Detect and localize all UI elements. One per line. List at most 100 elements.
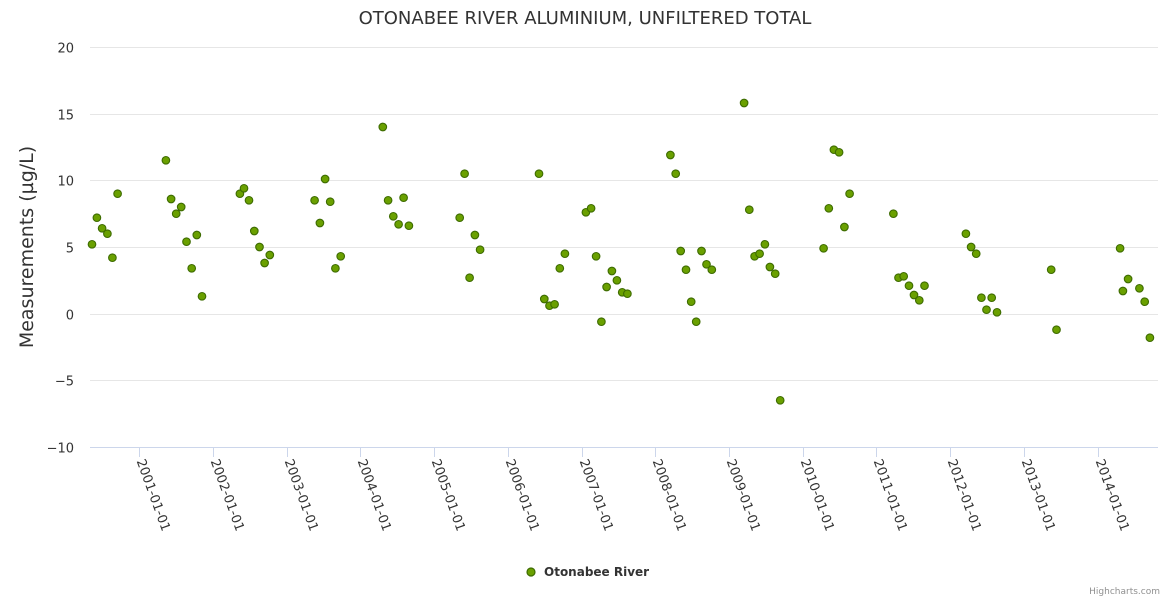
data-point[interactable] bbox=[591, 251, 601, 261]
data-point[interactable] bbox=[909, 290, 919, 300]
data-point[interactable] bbox=[197, 291, 207, 301]
data-point[interactable] bbox=[914, 295, 924, 305]
data-point[interactable] bbox=[602, 282, 611, 292]
data-point[interactable] bbox=[982, 305, 991, 315]
data-point[interactable] bbox=[550, 299, 559, 309]
chart-title: OTONABEE RIVER ALUMINIUM, UNFILTERED TOT… bbox=[359, 8, 812, 29]
data-point[interactable] bbox=[378, 122, 388, 132]
data-point[interactable] bbox=[336, 251, 346, 261]
data-point[interactable] bbox=[612, 275, 622, 285]
grid-lines bbox=[90, 47, 1158, 448]
data-point[interactable] bbox=[770, 269, 780, 279]
data-point[interactable] bbox=[260, 258, 269, 268]
data-point[interactable] bbox=[113, 189, 122, 199]
data-point[interactable] bbox=[1123, 274, 1133, 284]
data-point[interactable] bbox=[775, 395, 785, 405]
data-point[interactable] bbox=[1145, 333, 1155, 343]
data-point[interactable] bbox=[388, 211, 398, 221]
data-point[interactable] bbox=[992, 307, 1002, 317]
data-point[interactable] bbox=[394, 219, 403, 229]
data-point[interactable] bbox=[108, 253, 117, 263]
data-point[interactable] bbox=[187, 263, 197, 273]
data-point[interactable] bbox=[161, 155, 171, 165]
data-point[interactable] bbox=[765, 262, 775, 272]
data-point[interactable] bbox=[315, 218, 325, 228]
data-point[interactable] bbox=[681, 265, 691, 275]
data-point[interactable] bbox=[1115, 243, 1125, 253]
data-point[interactable] bbox=[255, 242, 264, 252]
data-point[interactable] bbox=[760, 239, 770, 249]
data-point[interactable] bbox=[244, 195, 254, 205]
data-point[interactable] bbox=[1135, 283, 1144, 293]
data-point[interactable] bbox=[399, 193, 408, 203]
data-point[interactable] bbox=[920, 281, 929, 291]
data-point[interactable] bbox=[840, 222, 849, 232]
data-point[interactable] bbox=[475, 245, 485, 255]
data-point[interactable] bbox=[97, 223, 107, 233]
data-point[interactable] bbox=[819, 243, 828, 253]
legend[interactable]: Otonabee River bbox=[526, 565, 649, 579]
chart-credit[interactable]: Highcharts.com bbox=[1089, 587, 1160, 597]
data-point[interactable] bbox=[744, 205, 754, 215]
data-point[interactable] bbox=[87, 239, 97, 249]
data-point[interactable] bbox=[310, 195, 319, 205]
data-point[interactable] bbox=[560, 249, 570, 259]
data-point[interactable] bbox=[182, 237, 191, 247]
data-point[interactable] bbox=[192, 230, 202, 240]
data-point[interactable] bbox=[325, 197, 335, 207]
data-point[interactable] bbox=[686, 297, 696, 307]
data-point[interactable] bbox=[966, 242, 976, 252]
data-point[interactable] bbox=[166, 194, 176, 204]
data-point[interactable] bbox=[470, 230, 480, 240]
data-point[interactable] bbox=[176, 202, 186, 212]
data-point[interactable] bbox=[249, 226, 259, 236]
data-point[interactable] bbox=[534, 169, 544, 179]
data-point[interactable] bbox=[103, 229, 112, 239]
data-point[interactable] bbox=[904, 281, 914, 291]
data-point[interactable] bbox=[539, 294, 549, 304]
data-point[interactable] bbox=[320, 174, 330, 184]
data-point[interactable] bbox=[845, 189, 854, 199]
data-point[interactable] bbox=[691, 317, 701, 327]
data-point[interactable] bbox=[623, 289, 632, 299]
data-point[interactable] bbox=[607, 266, 617, 276]
y-axis-label: Measurements (µg/L) bbox=[16, 146, 38, 348]
y-tick-label: −5 bbox=[55, 375, 74, 390]
data-point[interactable] bbox=[460, 169, 469, 179]
data-point[interactable] bbox=[977, 293, 986, 303]
data-point[interactable] bbox=[739, 98, 749, 108]
data-point[interactable] bbox=[889, 209, 898, 219]
data-point[interactable] bbox=[702, 259, 711, 269]
data-point[interactable] bbox=[899, 271, 909, 281]
data-point[interactable] bbox=[597, 317, 606, 327]
data-point[interactable] bbox=[92, 213, 102, 223]
data-point[interactable] bbox=[265, 250, 275, 260]
data-point[interactable] bbox=[971, 249, 981, 259]
data-point[interactable] bbox=[171, 209, 181, 219]
data-point[interactable] bbox=[1052, 325, 1061, 335]
legend-item-otonabee-river[interactable]: Otonabee River bbox=[544, 565, 649, 579]
data-point[interactable] bbox=[404, 221, 414, 231]
data-point[interactable] bbox=[666, 150, 675, 160]
data-point[interactable] bbox=[455, 213, 465, 223]
data-point[interactable] bbox=[1140, 297, 1150, 307]
data-point[interactable] bbox=[697, 246, 706, 256]
data-point[interactable] bbox=[555, 263, 565, 273]
data-point[interactable] bbox=[1118, 286, 1128, 296]
data-point[interactable] bbox=[961, 229, 971, 239]
data-point[interactable] bbox=[465, 273, 474, 283]
data-point[interactable] bbox=[987, 293, 997, 303]
data-point[interactable] bbox=[586, 203, 596, 213]
data-point[interactable] bbox=[676, 246, 686, 256]
data-point[interactable] bbox=[755, 249, 764, 259]
data-point[interactable] bbox=[1046, 265, 1056, 275]
data-point[interactable] bbox=[824, 203, 834, 213]
data-point[interactable] bbox=[239, 183, 249, 193]
data-point[interactable] bbox=[834, 147, 844, 157]
data-point[interactable] bbox=[707, 265, 717, 275]
data-point[interactable] bbox=[383, 195, 393, 205]
data-point[interactable] bbox=[671, 169, 681, 179]
data-point[interactable] bbox=[331, 263, 340, 273]
